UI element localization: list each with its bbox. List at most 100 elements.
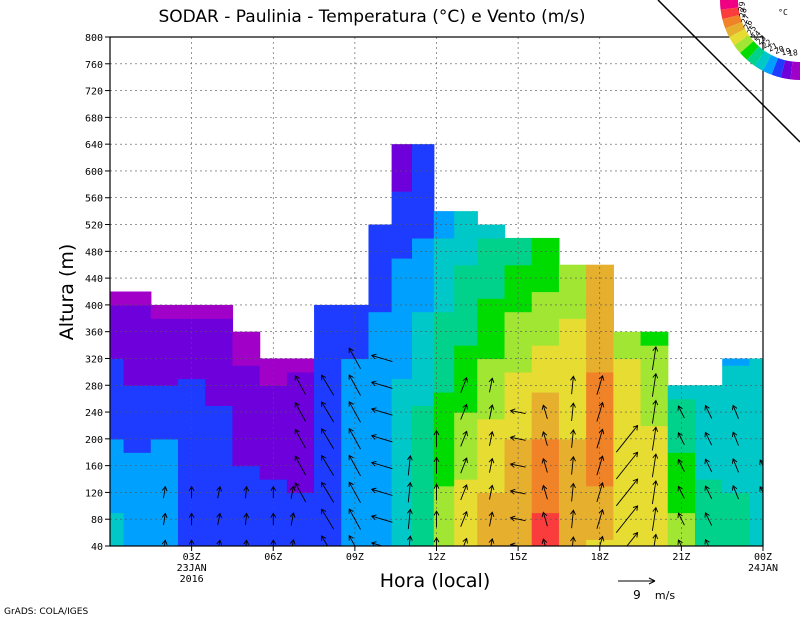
y-tick-label: 80 xyxy=(91,515,103,526)
temperature-cell xyxy=(368,365,393,373)
wind-arrow xyxy=(731,484,739,500)
wind-arrow xyxy=(488,538,495,546)
temperature-cell xyxy=(531,324,560,333)
temperature-cell xyxy=(433,318,455,326)
temperature-cell xyxy=(412,298,435,306)
temperature-cell xyxy=(454,358,478,366)
temperature-cell xyxy=(694,479,723,487)
temperature-cell xyxy=(531,278,560,286)
temperature-cell xyxy=(586,298,614,306)
wind-arrow xyxy=(460,457,468,474)
temperature-cell xyxy=(391,271,413,279)
temperature-cell xyxy=(205,465,234,473)
temperature-cell xyxy=(504,278,533,286)
temperature-cell xyxy=(412,458,435,467)
temperature-cell xyxy=(205,479,234,487)
wind-arrow xyxy=(370,407,393,416)
temperature-cell xyxy=(749,472,763,480)
temperature-cell xyxy=(412,358,435,366)
temperature-cell xyxy=(586,458,614,467)
temperature-cell xyxy=(454,224,478,232)
wind-arrow xyxy=(704,404,713,419)
temperature-cell xyxy=(150,479,179,487)
legend-unit: °C xyxy=(778,8,788,17)
temperature-cell xyxy=(286,505,315,514)
temperature-cell xyxy=(667,398,696,406)
temperature-cell xyxy=(123,499,152,507)
temperature-cell xyxy=(531,371,560,380)
temperature-cell xyxy=(454,539,478,546)
temperature-cell xyxy=(722,445,750,453)
temperature-cell xyxy=(640,365,669,373)
temperature-cell xyxy=(368,532,393,540)
temperature-cell xyxy=(433,472,455,480)
temperature-cell xyxy=(232,438,261,447)
temperature-cell xyxy=(531,499,560,507)
y-tick-label: 480 xyxy=(85,247,103,258)
wind-arrow xyxy=(370,460,393,470)
temperature-cell xyxy=(368,445,393,453)
x-tick-date: 24JAN xyxy=(748,563,778,574)
temperature-cell xyxy=(558,311,587,319)
temperature-cell xyxy=(454,512,478,520)
legend-color-segment xyxy=(740,41,759,60)
temperature-cell xyxy=(433,278,455,286)
temperature-cell xyxy=(391,237,413,246)
y-tick-label: 360 xyxy=(85,328,103,339)
temperature-cell xyxy=(259,472,288,480)
temperature-cell xyxy=(178,405,206,413)
temperature-cell xyxy=(412,264,435,273)
temperature-cell xyxy=(412,432,435,440)
temperature-cell xyxy=(531,405,560,413)
wind-arrow xyxy=(216,539,223,546)
temperature-cell xyxy=(314,512,342,520)
x-tick-year: 2016 xyxy=(180,574,204,585)
temperature-cell xyxy=(586,378,614,386)
temperature-cell xyxy=(205,331,234,339)
temperature-cell xyxy=(412,164,435,172)
temperature-cell xyxy=(586,539,614,546)
temperature-cell xyxy=(504,472,533,480)
temperature-cell xyxy=(613,391,642,400)
temperature-cell xyxy=(433,251,455,259)
temperature-cell xyxy=(454,371,478,380)
temperature-cell xyxy=(667,445,696,453)
temperature-cell xyxy=(613,472,642,480)
wind-arrow xyxy=(370,487,393,496)
temperature-cell xyxy=(558,532,587,540)
wind-arrow xyxy=(677,485,685,499)
temperature-cell xyxy=(110,351,125,360)
temperature-cell xyxy=(150,385,179,393)
wind-reference-arrowhead xyxy=(648,577,656,585)
temperature-cell xyxy=(667,519,696,527)
wind-arrow xyxy=(541,511,548,527)
temperature-cell xyxy=(391,311,413,319)
temperature-cell xyxy=(454,217,478,226)
temperature-cell xyxy=(454,505,478,514)
legend-color-segment xyxy=(790,61,800,80)
temperature-cell xyxy=(749,532,763,540)
temperature-cell xyxy=(178,472,206,480)
temperature-cell xyxy=(667,472,696,480)
wind-arrow xyxy=(161,485,168,499)
temperature-cell xyxy=(722,458,750,467)
wind-arrow xyxy=(677,512,685,526)
temperature-cell xyxy=(150,318,179,326)
temperature-cell xyxy=(123,405,152,413)
temperature-cell xyxy=(586,318,614,326)
temperature-cell xyxy=(531,378,560,386)
temperature-cell xyxy=(391,157,413,165)
legend-color-segment xyxy=(754,51,772,71)
temperature-cell xyxy=(586,338,614,346)
temperature-cell xyxy=(477,472,506,480)
temperature-cell xyxy=(368,378,393,386)
wind-arrow xyxy=(488,511,495,527)
temperature-cell xyxy=(558,412,587,420)
y-tick-label: 440 xyxy=(85,274,103,285)
temperature-cell xyxy=(504,432,533,440)
wind-arrow xyxy=(321,454,335,476)
temperature-cell xyxy=(391,284,413,293)
temperature-cell xyxy=(640,418,669,427)
temperature-cell xyxy=(205,445,234,453)
